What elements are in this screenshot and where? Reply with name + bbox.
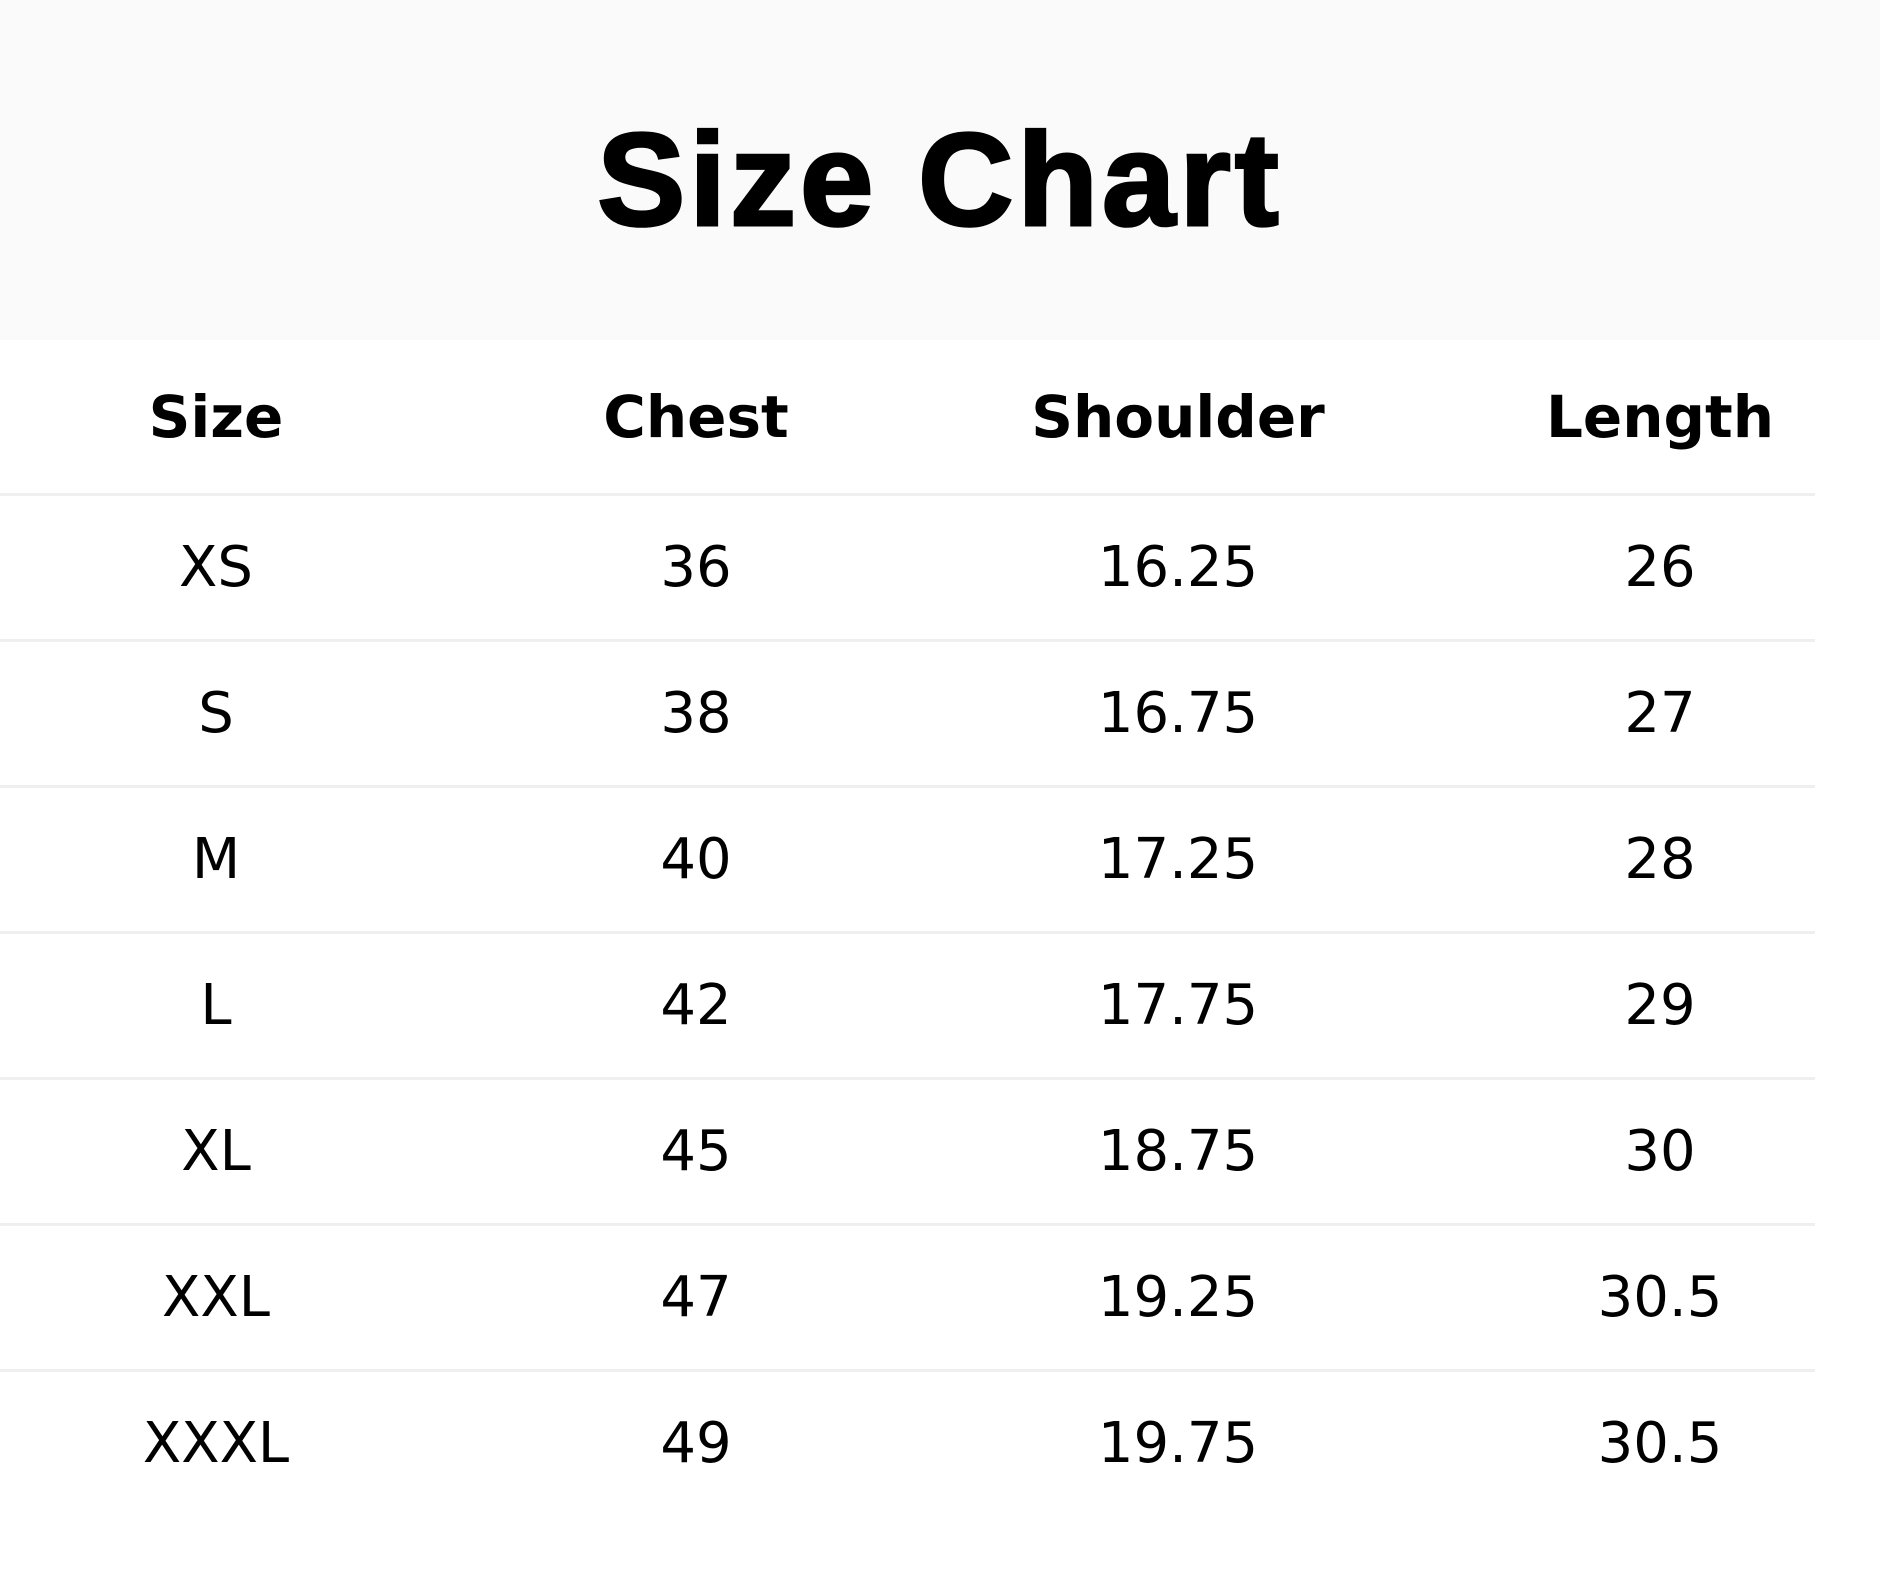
cell-shoulder: 17.25 xyxy=(1097,827,1259,892)
cell-chest: 40 xyxy=(660,827,732,892)
table-row: XL 45 18.75 30 xyxy=(0,1080,1815,1226)
cell-size: XXXL xyxy=(142,1411,290,1476)
cell-shoulder: 19.75 xyxy=(1097,1411,1259,1476)
cell-length: 28 xyxy=(1624,827,1696,892)
cell-shoulder: 17.75 xyxy=(1097,973,1259,1038)
table-row: L 42 17.75 29 xyxy=(0,934,1815,1080)
cell-size: XL xyxy=(181,1119,251,1184)
page-title: Size Chart xyxy=(596,105,1283,255)
header-shoulder: Shoulder xyxy=(1031,382,1325,451)
cell-length: 26 xyxy=(1624,535,1696,600)
cell-chest: 47 xyxy=(660,1265,732,1330)
table-row: XS 36 16.25 26 xyxy=(0,496,1815,642)
cell-chest: 45 xyxy=(660,1119,732,1184)
cell-length: 30.5 xyxy=(1597,1265,1723,1330)
cell-chest: 49 xyxy=(660,1411,732,1476)
header-chest: Chest xyxy=(603,382,789,451)
cell-length: 30.5 xyxy=(1597,1411,1723,1476)
cell-length: 30 xyxy=(1624,1119,1696,1184)
cell-shoulder: 19.25 xyxy=(1097,1265,1259,1330)
cell-size: XS xyxy=(179,535,253,600)
table-row: S 38 16.75 27 xyxy=(0,642,1815,788)
cell-chest: 36 xyxy=(660,535,732,600)
cell-shoulder: 16.75 xyxy=(1097,681,1259,746)
cell-shoulder: 18.75 xyxy=(1097,1119,1259,1184)
header-length: Length xyxy=(1545,382,1775,451)
size-table: Size Chest Shoulder Length XS 36 16.25 26 S 3… xyxy=(0,340,1815,1515)
header-size: Size xyxy=(148,382,284,451)
cell-size: M xyxy=(191,827,241,892)
table-row: M 40 17.25 28 xyxy=(0,788,1815,934)
cell-size: L xyxy=(200,973,232,1038)
cell-size: XXL xyxy=(162,1265,270,1330)
table-row: XXL 47 19.25 30.5 xyxy=(0,1226,1815,1372)
cell-shoulder: 16.25 xyxy=(1097,535,1259,600)
cell-length: 27 xyxy=(1624,681,1696,746)
cell-chest: 42 xyxy=(660,973,732,1038)
cell-size: S xyxy=(198,681,234,746)
table-header-row: Size Chest Shoulder Length xyxy=(0,340,1815,496)
title-band xyxy=(0,0,1880,340)
table-row: XXXL 49 19.75 30.5 xyxy=(0,1372,1815,1515)
cell-length: 29 xyxy=(1624,973,1696,1038)
cell-chest: 38 xyxy=(660,681,732,746)
